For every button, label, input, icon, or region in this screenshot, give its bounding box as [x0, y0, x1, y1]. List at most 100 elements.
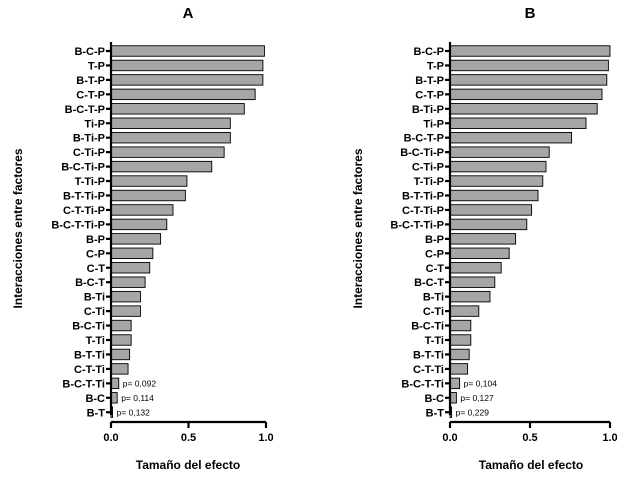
panel-b-category-label: C-T-P — [415, 89, 444, 101]
panel-b-p-value-annotation: p= 0,127 — [460, 393, 494, 403]
panel-b-category-label: B-C-P — [413, 46, 444, 58]
panel-a-category-label: C-Ti — [84, 306, 105, 318]
panel-a-bar — [110, 103, 245, 115]
panel-b-bar — [449, 117, 587, 129]
panel-b-bar — [449, 88, 603, 101]
panel-a-bar — [110, 233, 162, 245]
panel-a-x-tick-label: 1.0 — [258, 432, 273, 444]
panel-b-p-value-annotation: p= 0,104 — [464, 378, 498, 388]
panel-b-category-label: T-P — [427, 60, 444, 72]
panel-b-category-label: B-T-P — [415, 75, 444, 87]
panel-a-category-label: B-C-T-Ti — [62, 378, 105, 390]
panel-a-bar — [110, 146, 225, 158]
panel-b-category-label: C-T-Ti — [413, 364, 444, 376]
panel-a: A Interacciones entre factores Tamaño del … — [11, 5, 274, 472]
panel-a-bar — [110, 305, 141, 317]
panel-b-category-label: B-C-T-Ti — [401, 378, 444, 390]
panel-a-bar — [110, 160, 213, 173]
panel-b-category-label: T-Ti — [425, 335, 444, 347]
panel-a-category-label: C-P — [86, 248, 105, 260]
panel-b-category-label: B-C-T-P — [404, 133, 444, 145]
panel-a-category-label: B-C-T — [75, 277, 105, 289]
panel-a-title: A — [183, 5, 194, 22]
panel-a-category-label: T-Ti — [86, 335, 105, 347]
panel-b-bar — [449, 74, 608, 86]
panel-b-x-axis-title: Tamaño del efecto — [479, 458, 583, 472]
panel-b-category-label: C-Ti — [423, 306, 444, 318]
panel-b-bar — [449, 175, 544, 187]
panel-a-p-value-annotation: p= 0,132 — [117, 407, 151, 417]
panel-a-bar — [110, 290, 141, 303]
panel-b-bar — [449, 189, 539, 202]
panel-b-bar — [449, 146, 550, 158]
panel-b-category-label: B-T — [426, 407, 445, 419]
panel-b-category-label: B-C-Ti-P — [400, 147, 444, 159]
panel-a-category-label: B-T — [87, 407, 106, 419]
panel-a-category-label: B-T-Ti — [74, 349, 105, 361]
panel-a-bar — [110, 334, 132, 346]
panel-b-bar — [449, 45, 611, 57]
panel-a-category-label: Ti-P — [84, 118, 105, 130]
panel-a-bar — [110, 117, 231, 129]
panel-a-category-label: C-T-P — [76, 89, 105, 101]
panel-a-y-axis-title: Interacciones entre factores — [11, 148, 25, 308]
panel-a-bar — [110, 74, 264, 86]
panel-a-bar — [110, 276, 146, 288]
panel-a-category-label: T-P — [88, 60, 105, 72]
panel-b-category-label: B-C-T-Ti-P — [390, 219, 444, 231]
panel-a-bar — [110, 377, 120, 390]
panel-a-category-label: B-C-T-P — [65, 104, 105, 116]
panel-b-bar — [449, 262, 502, 274]
panel-b-y-axis-title: Interacciones entre factores — [351, 148, 365, 308]
panel-a-bar — [110, 363, 129, 375]
panel-b-bar — [449, 218, 528, 231]
panel-b-category-label: B-C-T — [414, 277, 444, 289]
panel-a-category-label: B-T-P — [76, 75, 105, 87]
panel-b-bar — [449, 103, 598, 115]
panel-a-category-label: C-T — [87, 263, 106, 275]
panel-a-category-label: C-T-Ti — [74, 364, 105, 376]
panel-a-category-label: B-T-Ti-P — [63, 191, 105, 203]
panel-b-bar — [449, 276, 496, 288]
panel-a-bar — [110, 218, 168, 231]
panel-b-category-label: B-Ti — [423, 292, 444, 304]
panel-b-category-label: Ti-P — [423, 118, 444, 130]
panel-a-x-axis-title: Tamaño del efecto — [136, 458, 240, 472]
panel-a-x-tick-label: 0.0 — [103, 432, 118, 444]
panel-b-category-label: B-P — [425, 234, 444, 246]
panel-b-bar — [449, 377, 461, 390]
panel-b-bar — [449, 160, 547, 173]
panel-b-bar — [449, 319, 472, 332]
panel-a-bar — [110, 348, 131, 361]
panel-b-category-label: C-T-Ti-P — [402, 205, 444, 217]
panel-b-category-label: B-T-Ti-P — [402, 191, 444, 203]
panel-a-category-label: B-C-Ti-P — [61, 162, 105, 174]
panel-b-category-label: C-Ti-P — [412, 162, 444, 174]
panel-a-category-label: B-P — [86, 234, 105, 246]
panel-b-bar — [449, 59, 609, 72]
panel-a-category-label: B-Ti — [84, 292, 105, 304]
panel-b-bar — [449, 233, 517, 245]
panel-b-title: B — [525, 5, 536, 22]
panel-a-category-label: B-C-Ti — [72, 321, 105, 333]
panel-a-p-value-annotation: p= 0,114 — [121, 393, 154, 403]
panel-b-category-label: B-C-Ti — [411, 321, 444, 333]
panel-b: B Interacciones entre factores Tamaño del … — [351, 5, 618, 472]
panel-b-category-label: B-T-Ti — [413, 349, 444, 361]
panel-a-bar — [110, 262, 151, 274]
panel-b-category-label: B-C — [424, 393, 444, 405]
panel-b-bar — [449, 334, 472, 346]
panel-b-category-label: B-Ti-P — [412, 104, 444, 116]
panel-a-x-tick-label: 0.5 — [181, 432, 196, 444]
panel-b-x-tick-label: 1.0 — [602, 432, 617, 444]
panel-a-category-label: B-C-P — [74, 46, 105, 58]
panel-a-bar — [110, 247, 154, 260]
panel-b-bar — [449, 290, 491, 303]
panel-a-bar — [110, 175, 188, 187]
panel-b-x-tick-label: 0.5 — [522, 432, 537, 444]
panel-a-category-label: B-C — [85, 393, 105, 405]
panel-b-category-label: C-T — [426, 263, 445, 275]
panel-a-bar — [110, 319, 132, 332]
panel-a-category-label: T-Ti-P — [75, 176, 105, 188]
